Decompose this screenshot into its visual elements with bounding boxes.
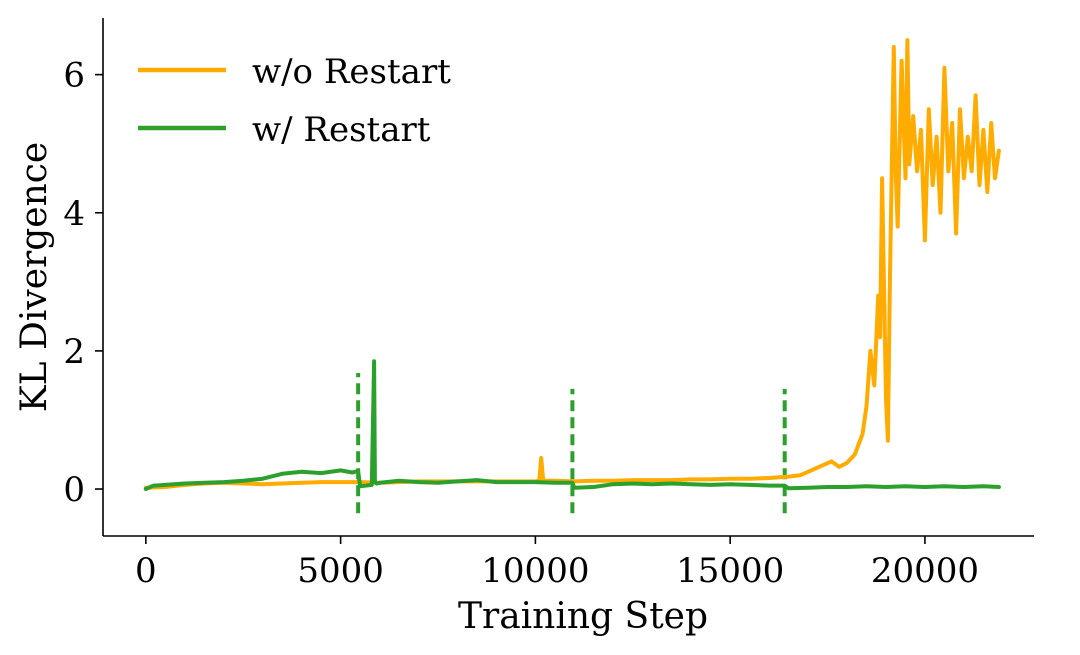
x-tick-label-5000: 5000 (297, 551, 384, 591)
series-line-w-restart (143, 359, 1001, 491)
y-tick-label-2: 2 (63, 332, 85, 372)
x-tick-label-15000: 15000 (676, 551, 784, 591)
axes (102, 18, 1034, 537)
restart-markers (356, 373, 787, 514)
y-ticks: 0 2 4 6 (63, 56, 103, 510)
x-tick-label-10000: 10000 (481, 551, 589, 591)
legend-label-wo-restart: w/o Restart (252, 52, 451, 92)
x-tick-label-20000: 20000 (871, 551, 979, 591)
y-tick-label-4: 4 (63, 194, 85, 234)
y-axis-label: KL Divergence (14, 142, 55, 412)
series-lines (143, 38, 1001, 491)
x-ticks: 0 5000 10000 15000 20000 (135, 536, 979, 591)
x-axis-label: Training Step (458, 596, 708, 637)
x-tick-label-0: 0 (135, 551, 157, 591)
legend-label-w-restart: w/ Restart (252, 110, 431, 150)
legend: w/o Restart w/ Restart (138, 52, 451, 150)
y-tick-label-0: 0 (63, 470, 85, 510)
y-tick-label-6: 6 (63, 56, 85, 96)
